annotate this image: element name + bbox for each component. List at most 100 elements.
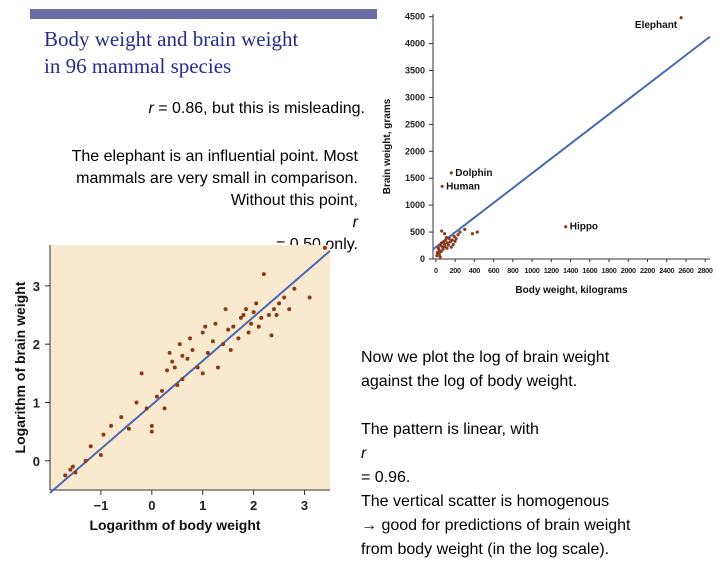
y-tick-label: 3 — [33, 279, 40, 294]
data-point — [435, 250, 439, 255]
data-point — [213, 321, 218, 326]
data-point — [236, 336, 241, 341]
data-point — [451, 242, 455, 247]
x-tick-label: 0 — [148, 498, 155, 513]
x-tick-label: 2200 — [640, 266, 655, 275]
data-point — [446, 243, 450, 247]
data-point — [440, 184, 444, 188]
data-point — [287, 307, 292, 312]
data-point — [292, 286, 297, 291]
data-point — [149, 423, 154, 428]
y-tick-label: 3000 — [405, 92, 425, 102]
x-axis-title: Body weight, kilograms — [515, 285, 628, 296]
x-tick-label: 3 — [301, 498, 308, 513]
data-point — [452, 234, 456, 238]
pattern-line-2: The vertical scatter is homogenous — [361, 493, 610, 510]
data-point — [170, 359, 175, 364]
data-point — [440, 229, 444, 233]
data-point — [679, 16, 683, 20]
plot-background — [50, 245, 330, 490]
data-point — [126, 426, 131, 431]
data-point — [436, 246, 440, 250]
data-point — [441, 247, 445, 251]
x-tick-label: 1000 — [525, 266, 540, 275]
data-point — [443, 238, 448, 242]
y-tick-label: 0 — [420, 254, 425, 264]
y-tick-label: 500 — [410, 227, 425, 237]
data-point — [134, 400, 139, 405]
raw-scatter-chart: 0 500 1000 1500 2000 2500 3000 3500 4000 4500 0 200… — [382, 12, 713, 296]
pattern-line-1-prefix: The pattern is linear, with — [361, 421, 539, 438]
data-point — [175, 383, 180, 387]
point-annotation: Human — [446, 181, 480, 192]
data-point — [154, 394, 159, 399]
data-point — [251, 310, 256, 315]
data-point — [149, 429, 154, 434]
title-line-1: Body weight and brain weight — [44, 27, 299, 51]
regression-line — [432, 35, 711, 251]
data-point — [450, 238, 454, 242]
y-axis-title: Brain weight, grams — [382, 98, 393, 194]
data-point — [216, 365, 220, 370]
pattern-line-1: The pattern is linear, with r = 0.96. — [361, 418, 706, 490]
data-point — [63, 473, 68, 478]
point-annotation: Hippo — [570, 222, 598, 233]
data-point — [200, 330, 205, 335]
pattern-line-3: → good for predictions of brain weight — [361, 517, 631, 534]
x-tick-label: 1400 — [563, 266, 578, 275]
r-symbol: r — [361, 445, 367, 462]
slide-title: Body weight and brain weight in 96 mamma… — [44, 26, 374, 80]
influential-line-2: mammals are very small in comparison. — [76, 170, 358, 187]
y-tick-label: 1000 — [405, 200, 425, 210]
data-point — [244, 307, 248, 312]
x-tick-label: 2400 — [659, 266, 674, 275]
y-tick-label: 1500 — [405, 173, 425, 183]
x-tick-label: 1600 — [582, 266, 597, 275]
title-accent-bar — [30, 9, 377, 19]
data-point — [266, 313, 271, 317]
y-tick-label: 3500 — [405, 66, 425, 76]
data-point — [195, 365, 200, 370]
log-note-line-2: against the log of body weight. — [361, 373, 578, 390]
y-tick-label: 0 — [33, 454, 40, 469]
r-symbol: r — [352, 214, 358, 231]
data-point — [98, 453, 103, 457]
pattern-line-4: from body weight (in the log scale). — [361, 541, 610, 558]
data-point — [221, 342, 226, 347]
x-tick-label: 2800 — [698, 266, 713, 275]
x-tick-label: 1 — [199, 498, 206, 513]
data-point — [456, 233, 460, 237]
regression-line — [49, 250, 331, 494]
x-tick-label: −1 — [93, 498, 108, 513]
data-point — [475, 230, 479, 234]
data-point — [470, 232, 475, 236]
data-point — [249, 321, 254, 326]
data-point — [73, 470, 78, 475]
y-axis-title: Logarithm of brain weight — [12, 281, 28, 453]
influential-point-note: The elephant is an influential point. Mo… — [20, 146, 358, 256]
data-point — [254, 301, 259, 306]
data-point — [139, 371, 144, 376]
data-point — [177, 342, 182, 347]
influential-line-3: Without this point, r = 0.50 only. — [20, 190, 358, 256]
data-point — [447, 236, 451, 241]
data-point — [272, 307, 276, 312]
data-point — [261, 272, 266, 277]
log-note-line-1: Now we plot the log of brain weight — [361, 349, 610, 366]
data-point — [269, 333, 274, 338]
data-point — [439, 249, 443, 254]
pattern-note: The pattern is linear, with r = 0.96. Th… — [361, 418, 706, 562]
title-line-2: in 96 mammal species — [44, 54, 232, 78]
data-point — [238, 315, 243, 320]
data-point — [438, 255, 442, 259]
x-tick-label: 800 — [507, 266, 519, 275]
data-point — [101, 432, 106, 437]
x-tick-label: 2 — [250, 498, 257, 513]
data-point — [109, 423, 114, 428]
data-point — [444, 235, 449, 240]
data-point — [160, 388, 164, 393]
data-point — [185, 356, 190, 361]
data-point — [259, 315, 264, 320]
data-point — [231, 324, 236, 329]
correlation-note: r = 0.86, but this is misleading. — [80, 100, 365, 118]
